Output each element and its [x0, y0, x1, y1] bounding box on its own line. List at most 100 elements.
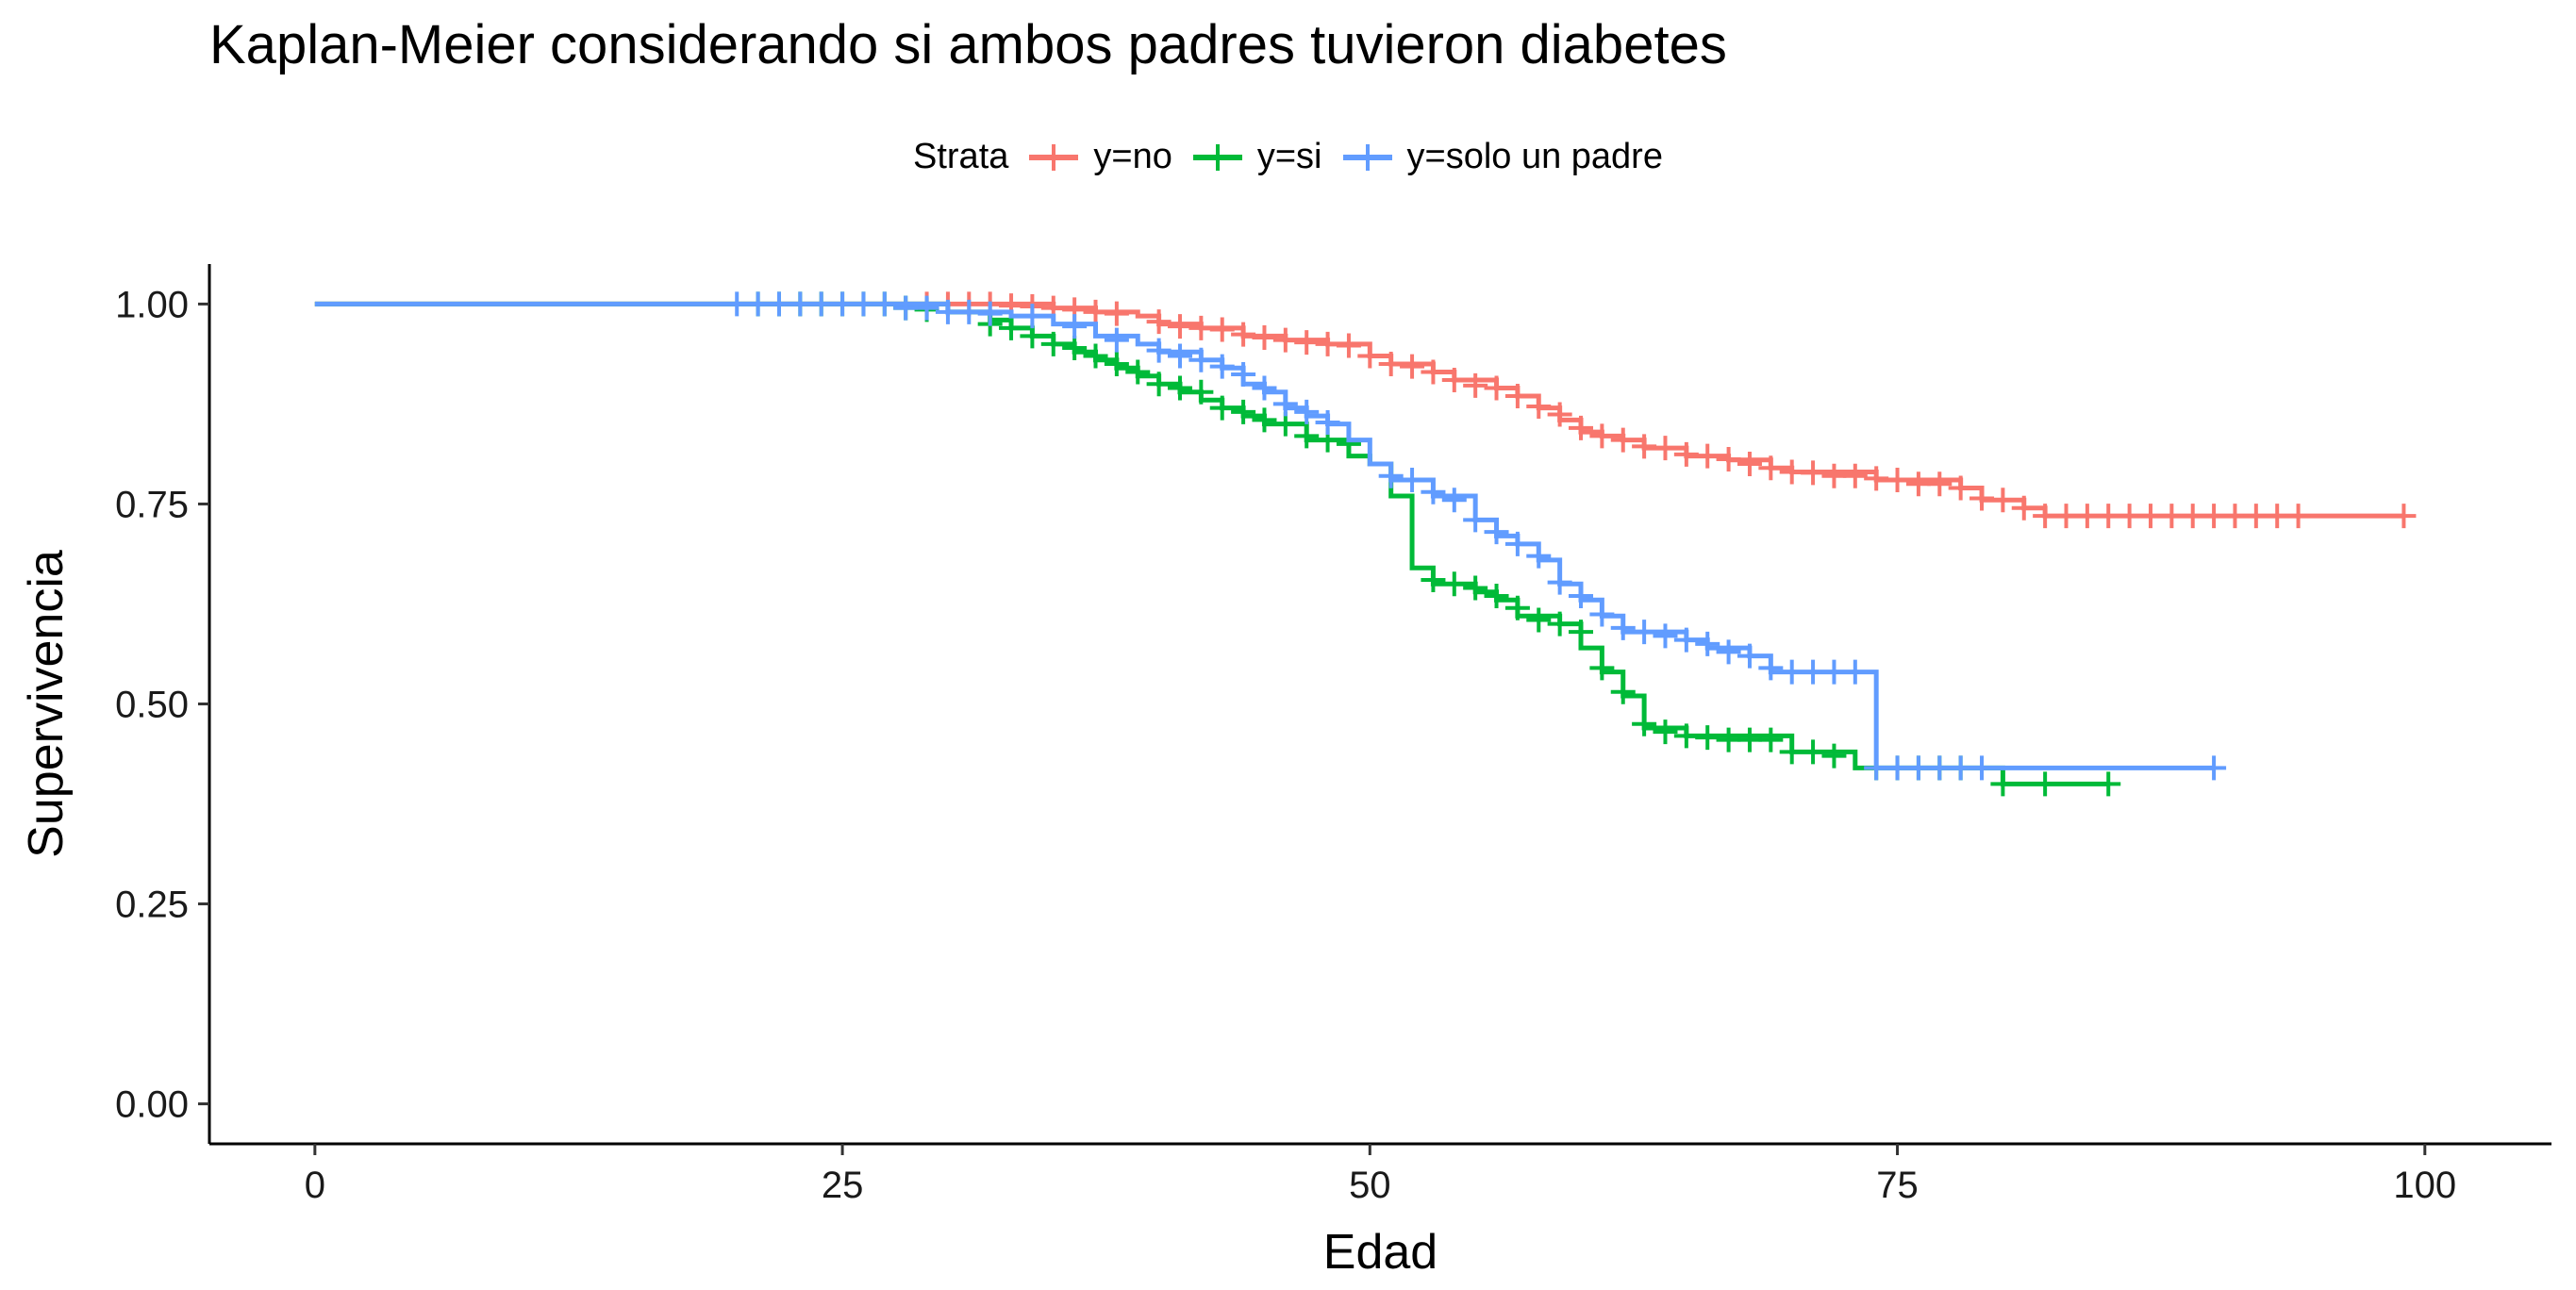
censor-mark-y-no [1589, 423, 1615, 449]
censor-mark-y-solo-un-padre [1589, 602, 1615, 627]
censor-mark-y-solo-un-padre [766, 291, 791, 317]
censor-mark-y-no [1188, 315, 1214, 340]
censor-mark-y-si [1716, 727, 1741, 752]
censor-mark-y-solo-un-padre [1272, 391, 1298, 417]
censor-mark-y-solo-un-padre [1167, 343, 1192, 369]
x-tick-label: 100 [2393, 1165, 2456, 1206]
censor-mark-y-si [1125, 359, 1151, 385]
legend-item-y-no: y=no [1025, 137, 1172, 177]
censor-mark-y-solo-un-padre [1927, 755, 1953, 781]
censor-mark-y-solo-un-padre [1421, 479, 1446, 504]
censor-mark-y-no [1864, 466, 1889, 491]
censor-mark-y-solo-un-padre [808, 291, 834, 317]
censor-mark-y-solo-un-padre [788, 291, 813, 317]
censor-mark-y-solo-un-padre [1020, 304, 1045, 329]
censor-mark-y-no [2202, 504, 2227, 529]
censor-mark-y-si [2033, 771, 2058, 797]
x-tick-label: 25 [822, 1165, 864, 1206]
censor-mark-y-solo-un-padre [1737, 643, 1762, 669]
censor-mark-y-no [1272, 327, 1298, 353]
censor-mark-y-no [2137, 504, 2163, 529]
censor-mark-y-no [1104, 301, 1129, 326]
censor-mark-y-solo-un-padre [1948, 755, 1973, 781]
censor-mark-y-solo-un-padre [1146, 338, 1172, 363]
censor-mark-y-no [1146, 309, 1172, 335]
censor-mark-y-no [1673, 441, 1699, 467]
censor-mark-y-solo-un-padre [1294, 399, 1320, 424]
censor-mark-y-si [1252, 407, 1277, 433]
censor-mark-y-solo-un-padre [1484, 520, 1509, 545]
censor-mark-y-no [1336, 333, 1361, 358]
censor-mark-y-si [1653, 719, 1678, 745]
censor-mark-y-si [1610, 679, 1636, 704]
censor-mark-y-solo-un-padre [1653, 623, 1678, 649]
censor-mark-y-solo-un-padre [1463, 507, 1488, 533]
censor-mark-y-no [1653, 436, 1678, 461]
censor-mark-y-solo-un-padre [1547, 570, 1572, 595]
legend-title: Strata [913, 137, 1009, 176]
censor-mark-y-solo-un-padre [1969, 755, 1995, 781]
censor-mark-y-solo-un-padre [977, 301, 1003, 326]
censor-mark-y-si [1104, 352, 1129, 377]
censor-mark-y-si [1801, 739, 1826, 765]
censor-mark-y-no [1357, 343, 1383, 369]
censor-mark-y-no [2033, 504, 2058, 529]
censor-mark-y-solo-un-padre [1062, 314, 1088, 339]
censor-mark-y-no [1526, 393, 1552, 419]
censor-mark-y-solo-un-padre [724, 291, 750, 317]
censor-mark-y-no [1632, 434, 1657, 459]
censor-mark-y-solo-un-padre [1104, 327, 1129, 353]
censor-mark-y-si [1484, 583, 1509, 608]
censor-mark-y-si [1695, 725, 1720, 751]
censor-mark-y-solo-un-padre [830, 291, 856, 317]
censor-mark-y-solo-un-padre [1569, 583, 1594, 608]
censor-mark-y-si [1040, 331, 1066, 356]
censor-mark-y-no [2159, 504, 2185, 529]
censor-mark-y-no [2053, 504, 2079, 529]
censor-mark-y-no [2222, 504, 2248, 529]
censor-mark-y-no [2285, 504, 2311, 529]
censor-mark-y-no [1463, 372, 1488, 398]
censor-mark-y-solo-un-padre [1758, 655, 1784, 681]
censor-mark-y-solo-un-padre [1209, 354, 1235, 379]
censor-mark-y-si [1526, 607, 1552, 633]
censor-mark-y-solo-un-padre [1905, 755, 1931, 781]
censor-mark-y-no [1083, 299, 1108, 324]
censor-mark-y-no [1821, 463, 1847, 488]
censor-mark-y-solo-un-padre [1441, 488, 1467, 513]
censor-mark-y-solo-un-padre [1378, 463, 1404, 488]
y-tick-label: 0.00 [115, 1084, 189, 1126]
censor-mark-y-solo-un-padre [1315, 409, 1340, 435]
censor-mark-y-solo-un-padre [1885, 755, 1910, 781]
censor-mark-y-solo-un-padre [2202, 755, 2227, 781]
censor-mark-y-no [2180, 504, 2205, 529]
censor-mark-y-solo-un-padre [1400, 468, 1425, 493]
censor-mark-y-no [1948, 475, 1973, 501]
censor-mark-y-no [1231, 322, 1256, 347]
censor-mark-y-si [1821, 743, 1847, 769]
censor-mark-y-no [1569, 415, 1594, 440]
x-tick-label: 0 [305, 1165, 325, 1206]
censor-mark-y-no [1421, 359, 1446, 385]
censor-mark-y-si [1779, 739, 1804, 765]
censor-mark-y-solo-un-padre [1526, 543, 1552, 569]
legend-label-y-solo-un-padre: y=solo un padre [1406, 137, 1663, 176]
censor-mark-y-si [999, 315, 1024, 340]
censor-mark-y-no [2117, 504, 2142, 529]
censor-mark-y-si [1188, 379, 1214, 405]
y-axis-title: Supervivencia [19, 550, 74, 858]
x-tick-label: 75 [1876, 1165, 1919, 1206]
censor-mark-y-si [1294, 423, 1320, 449]
censor-mark-y-si [2096, 771, 2121, 797]
censor-mark-y-no [1167, 314, 1192, 339]
censor-mark-y-no [1969, 486, 1995, 511]
censor-mark-y-solo-un-padre [914, 295, 939, 321]
censor-mark-y-si [1441, 571, 1467, 597]
censor-mark-y-solo-un-padre [1231, 362, 1256, 388]
censor-mark-y-no [1842, 463, 1868, 488]
km-curve-y-si [314, 301, 2109, 786]
censor-mark-y-si [1231, 399, 1256, 424]
censor-mark-y-no [1716, 446, 1741, 471]
censor-mark-y-no [1400, 354, 1425, 379]
censor-mark-y-si [1146, 372, 1172, 397]
